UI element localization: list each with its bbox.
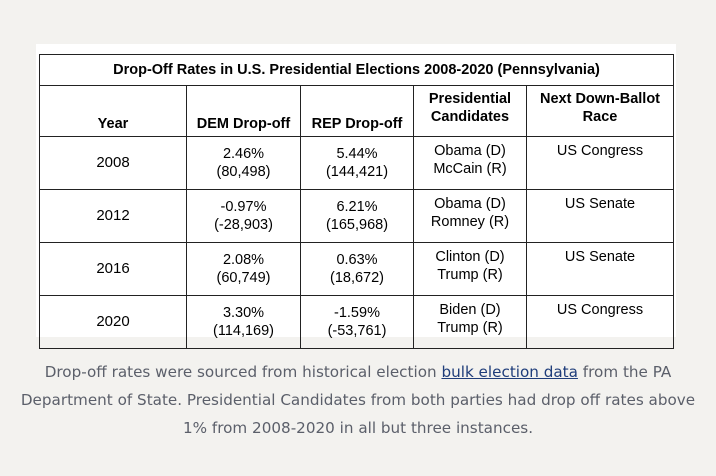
candidate-dem: Obama (D): [434, 143, 506, 159]
race-cell: US Senate: [526, 242, 674, 296]
table-row: 2016 2.08% (60,749) 0.63% (18,672) Clint…: [39, 242, 674, 296]
rep-cell: 0.63% (18,672): [300, 242, 414, 296]
dem-votes: (-28,903): [214, 217, 273, 233]
dem-cell: 2.46% (80,498): [186, 136, 301, 190]
race-cell: US Congress: [526, 295, 674, 349]
table-row: 2008 2.46% (80,498) 5.44% (144,421) Obam…: [39, 136, 674, 190]
rep-pct: 6.21%: [336, 199, 378, 215]
rep-pct: 5.44%: [336, 146, 378, 162]
rep-votes: (144,421): [325, 164, 389, 180]
header-presidential-candidates: Presidential Candidates: [413, 85, 527, 137]
dem-votes: (60,749): [216, 270, 271, 286]
caption-before-link: Drop-off rates were sourced from histori…: [44, 363, 442, 381]
dem-votes: (114,169): [213, 323, 274, 339]
candidate-rep: McCain (R): [433, 161, 507, 177]
table-row: 2012 -0.97% (-28,903) 6.21% (165,968) Ob…: [39, 189, 674, 243]
dem-pct: -0.97%: [220, 199, 267, 215]
candidates-cell: Obama (D) Romney (R): [413, 189, 527, 243]
header-race-line2: Race: [582, 109, 618, 125]
dem-pct: 3.30%: [222, 305, 265, 321]
candidates-cell: Biden (D) Trump (R): [413, 295, 527, 349]
candidate-rep: Romney (R): [430, 214, 510, 230]
dem-pct: 2.46%: [222, 146, 265, 162]
dem-votes: (80,498): [216, 164, 271, 180]
race-cell: US Congress: [526, 136, 674, 190]
year-cell: 2020: [39, 295, 187, 349]
candidate-rep: Trump (R): [437, 320, 503, 336]
dem-cell: -0.97% (-28,903): [186, 189, 301, 243]
candidates-cell: Clinton (D) Trump (R): [413, 242, 527, 296]
table-row: 2020 3.30% (114,169) -1.59% (-53,761) Bi…: [39, 295, 674, 349]
header-rep-drop-off: REP Drop-off: [300, 85, 414, 137]
year-cell: 2012: [39, 189, 187, 243]
year-cell: 2016: [39, 242, 187, 296]
rep-votes: (18,672): [329, 270, 384, 286]
candidates-cell: Obama (D) McCain (R): [413, 136, 527, 190]
rep-pct: -1.59%: [334, 305, 380, 321]
candidate-dem: Obama (D): [434, 196, 506, 212]
candidate-rep: Trump (R): [437, 267, 503, 283]
header-dem-drop-off: DEM Drop-off: [186, 85, 301, 137]
dem-cell: 3.30% (114,169): [186, 295, 301, 349]
dem-cell: 2.08% (60,749): [186, 242, 301, 296]
header-cand-line2: Candidates: [430, 109, 510, 125]
dem-pct: 2.08%: [222, 252, 265, 268]
bulk-election-data-link[interactable]: bulk election data: [441, 363, 578, 381]
candidate-dem: Biden (D): [439, 302, 501, 318]
race-cell: US Senate: [526, 189, 674, 243]
rep-pct: 0.63%: [336, 252, 378, 268]
rep-cell: 5.44% (144,421): [300, 136, 414, 190]
drop-off-table: Drop-Off Rates in U.S. Presidential Elec…: [39, 54, 674, 349]
header-race-line1: Next Down-Ballot: [539, 91, 661, 107]
rep-votes: (165,968): [325, 217, 389, 233]
rep-cell: -1.59% (-53,761): [300, 295, 414, 349]
caption-text: Drop-off rates were sourced from histori…: [20, 358, 696, 442]
caption-after-link: from the PA Department of State. Preside…: [20, 363, 696, 437]
rep-votes: (-53,761): [327, 323, 387, 339]
header-year: Year: [39, 85, 187, 137]
rep-cell: 6.21% (165,968): [300, 189, 414, 243]
table-image: Drop-Off Rates in U.S. Presidential Elec…: [36, 44, 676, 349]
table-title: Drop-Off Rates in U.S. Presidential Elec…: [39, 54, 674, 86]
header-cand-line1: Presidential: [428, 91, 512, 107]
year-cell: 2008: [39, 136, 187, 190]
candidate-dem: Clinton (D): [435, 249, 505, 265]
header-next-race: Next Down-Ballot Race: [526, 85, 674, 137]
